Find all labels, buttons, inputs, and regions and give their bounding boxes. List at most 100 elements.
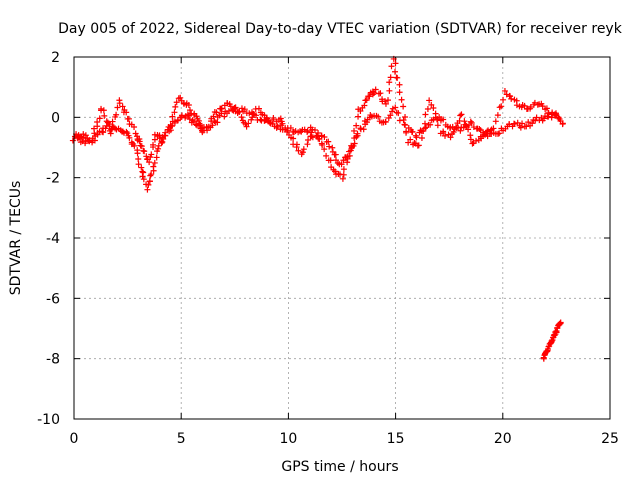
data-point [125, 115, 132, 122]
y-tick-label: -2 [46, 171, 60, 187]
data-point [123, 128, 130, 135]
data-point [525, 119, 532, 126]
data-point [442, 132, 449, 139]
x-axis-label: GPS time / hours [281, 459, 398, 475]
data-point [316, 136, 323, 143]
data-point [353, 122, 360, 129]
data-point [458, 111, 465, 118]
data-point [348, 142, 355, 149]
data-point [150, 141, 157, 148]
data-point [155, 145, 162, 152]
data-point [527, 103, 534, 110]
data-point [462, 121, 469, 128]
data-point [440, 129, 447, 136]
data-point [519, 120, 526, 127]
data-point [543, 105, 550, 112]
y-axis-label: SDTVAR / TECUs [8, 181, 24, 296]
data-point [555, 114, 562, 121]
grid-lines [74, 57, 610, 419]
data-point [351, 135, 358, 142]
data-point [255, 105, 262, 112]
data-point [411, 140, 418, 147]
data-point [169, 113, 176, 120]
data-point [126, 134, 133, 141]
data-point [300, 146, 307, 153]
data-point [205, 123, 212, 130]
data-point [366, 93, 373, 100]
data-point [326, 143, 333, 150]
data-point [327, 157, 334, 164]
data-point [238, 105, 245, 112]
data-point [545, 110, 552, 117]
data-point [402, 113, 409, 120]
data-point [498, 103, 505, 110]
data-point [415, 142, 422, 149]
data-point [400, 117, 407, 124]
data-point [539, 103, 546, 110]
data-point [392, 104, 399, 111]
data-point [155, 142, 162, 149]
data-point [94, 118, 101, 125]
data-point [340, 166, 347, 173]
data-point [131, 142, 138, 149]
data-point [114, 104, 121, 111]
data-point [413, 134, 420, 141]
data-point [184, 111, 191, 118]
data-point [113, 111, 120, 118]
data-point [372, 86, 379, 93]
data-point [185, 102, 192, 109]
data-point [138, 164, 145, 171]
data-point [209, 122, 216, 129]
data-point [553, 328, 560, 335]
data-point [469, 140, 476, 147]
data-point [421, 120, 428, 127]
data-point [506, 121, 513, 128]
data-point [473, 137, 480, 144]
data-point [361, 102, 368, 109]
data-point [305, 136, 312, 143]
data-point [457, 112, 464, 119]
data-point [98, 105, 105, 112]
data-point [387, 112, 394, 119]
data-point [282, 125, 289, 132]
data-point [490, 125, 497, 132]
data-point [529, 120, 536, 127]
data-point [552, 111, 559, 118]
data-point [549, 109, 556, 116]
data-point [382, 100, 389, 107]
data-point [148, 151, 155, 158]
data-point [196, 120, 203, 127]
data-point [332, 151, 339, 158]
data-point [218, 105, 225, 112]
data-point [144, 186, 151, 193]
data-point [354, 132, 361, 139]
data-point [241, 106, 248, 113]
data-point [193, 113, 200, 120]
data-point [311, 127, 318, 134]
data-point [159, 134, 166, 141]
data-point [116, 100, 123, 107]
x-tick-label: 10 [279, 431, 297, 447]
data-point [386, 79, 393, 86]
data-point [309, 134, 316, 141]
data-point [295, 147, 302, 154]
data-point [287, 124, 294, 131]
data-point [392, 60, 399, 67]
data-point [407, 136, 414, 143]
data-point [243, 123, 250, 130]
data-point [293, 144, 300, 151]
data-point [319, 142, 326, 149]
data-point [332, 168, 339, 175]
data-point [430, 104, 437, 111]
data-point [508, 95, 515, 102]
data-point [178, 112, 185, 119]
data-point [263, 114, 270, 121]
data-point [96, 115, 103, 122]
data-point [346, 152, 353, 159]
data-point [214, 119, 221, 126]
data-point [492, 118, 499, 125]
data-point [557, 319, 564, 326]
data-point [123, 109, 130, 116]
data-point [246, 110, 253, 117]
data-point [434, 122, 441, 129]
